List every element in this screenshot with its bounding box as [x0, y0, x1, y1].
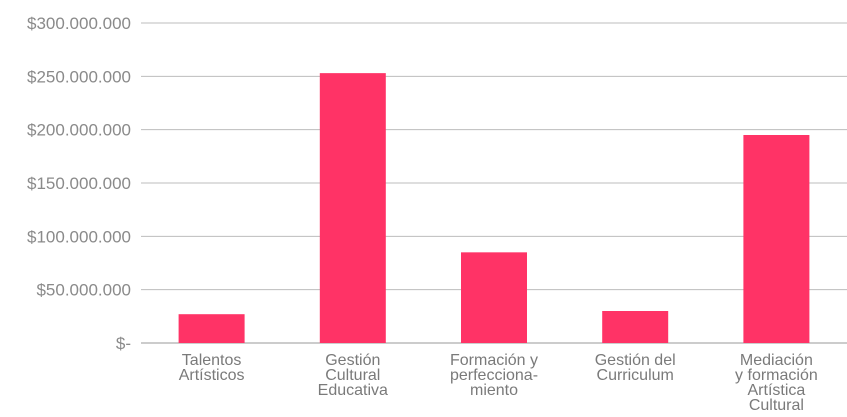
x-category-label-line: Educativa — [318, 382, 388, 399]
y-tick-label: $300.000.000 — [27, 14, 131, 33]
grid-lines — [141, 22, 847, 344]
bar-3 — [461, 252, 527, 343]
x-category-label-line: y formación — [735, 367, 818, 384]
x-category-label-3: Formación y perfecciona-miento — [450, 352, 538, 399]
x-category-label-line: Curriculum — [597, 367, 674, 384]
x-category-label-4: Gestión del Curriculum — [595, 352, 676, 384]
y-axis-tick-labels: $- $50.000.000 $100.000.000 $150.000.000 $20… — [27, 14, 131, 353]
x-category-label-line: Gestión del — [595, 352, 676, 369]
x-category-label-line: Formación y — [450, 352, 538, 369]
y-tick-label: $100.000.000 — [27, 227, 131, 246]
x-category-label-1: Talentos Artísticos — [179, 352, 245, 384]
y-tick-label: $50.000.000 — [36, 281, 131, 300]
y-tick-label: $250.000.000 — [27, 67, 131, 86]
x-category-label-line: Cultural — [749, 397, 804, 414]
y-tick-label: $- — [116, 334, 131, 353]
x-category-label-5: Mediación y formación Artística Cultural — [735, 352, 818, 414]
x-category-label-line: miento — [470, 382, 518, 399]
bars — [178, 73, 810, 343]
x-category-label-line: Artística — [748, 382, 806, 399]
x-category-label-line: Gestión — [325, 352, 380, 369]
bar-1 — [178, 314, 245, 343]
x-category-label-line: Mediación — [740, 352, 813, 369]
x-category-label-line: Talentos — [182, 352, 242, 369]
x-category-label-line: Artísticos — [179, 367, 245, 384]
x-category-label-line: perfecciona- — [450, 367, 538, 384]
y-tick-label: $200.000.000 — [27, 121, 131, 140]
x-category-label-line: Cultural — [325, 367, 380, 384]
y-tick-label: $150.000.000 — [27, 174, 131, 193]
bar-4 — [602, 311, 669, 343]
bar-2 — [319, 73, 386, 343]
bar-5 — [743, 135, 810, 343]
x-category-label-2: Gestión Cultural Educativa — [318, 352, 388, 399]
